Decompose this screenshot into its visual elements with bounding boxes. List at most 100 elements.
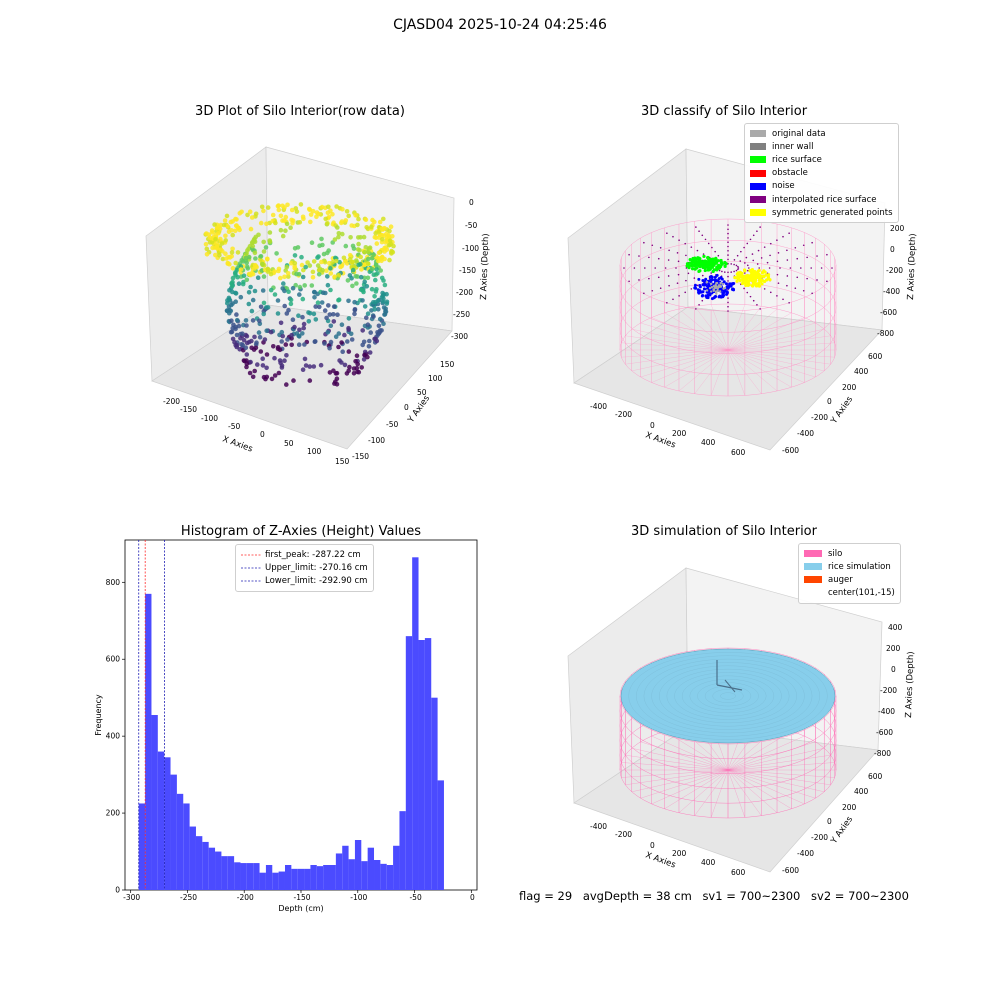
silo-floor-spoke	[694, 724, 729, 771]
noise-point	[716, 283, 720, 287]
panel4-z-tick: -400	[878, 707, 895, 716]
symmetric-point	[750, 276, 754, 280]
scatter-point	[327, 260, 332, 266]
scatter-point	[300, 314, 305, 320]
noise-point	[721, 293, 725, 297]
scatter-point	[265, 269, 271, 274]
scatter-point	[294, 271, 299, 277]
scatter-point	[376, 297, 382, 303]
scatter-point	[323, 205, 328, 211]
scatter-point	[206, 232, 211, 237]
original-point	[714, 290, 718, 293]
scatter-point	[367, 251, 372, 256]
noise-point	[714, 287, 718, 291]
noise-point	[715, 285, 719, 289]
symmetric-point	[757, 272, 761, 277]
symmetric-point	[739, 274, 743, 278]
scatter-point	[218, 222, 224, 228]
scatter-point	[279, 365, 285, 370]
symmetric-point	[746, 280, 750, 284]
scatter-point	[344, 209, 350, 214]
scatter-point	[244, 277, 250, 283]
noise-point	[707, 282, 711, 286]
noise-point	[701, 278, 705, 282]
rice-mesh-ring	[689, 679, 767, 713]
scatter-point	[270, 212, 276, 218]
rice-surface-point	[705, 265, 710, 269]
scatter-point	[368, 265, 373, 271]
silo-floor-spoke	[727, 349, 792, 388]
interpolated-point	[760, 277, 763, 279]
scatter-point	[214, 222, 220, 228]
scatter-point	[241, 358, 247, 363]
scatter-point	[377, 232, 383, 238]
original-point	[717, 285, 720, 289]
interpolated-point	[698, 230, 700, 232]
interpolated-point	[727, 250, 729, 252]
symmetric-point	[749, 276, 753, 280]
original-point	[705, 281, 708, 284]
rice-surface-point	[693, 259, 697, 263]
noise-point	[724, 282, 728, 286]
noise-point	[721, 291, 725, 295]
panel2-silo-wireframe	[619, 218, 837, 397]
symmetric-point	[745, 275, 749, 279]
legend-swatch	[750, 169, 766, 177]
noise-point	[713, 285, 717, 289]
scatter-point	[234, 267, 240, 273]
noise-point	[717, 281, 721, 285]
silo-floor-spoke	[651, 769, 729, 805]
scatter-point	[290, 317, 296, 323]
scatter-point	[306, 206, 312, 212]
noise-point	[706, 286, 710, 290]
rice-surface-point	[693, 267, 697, 271]
interpolated-point	[769, 291, 772, 294]
interpolated-point	[675, 267, 677, 269]
scatter-point	[258, 304, 264, 310]
scatter-point	[360, 288, 366, 293]
rice-surface-point	[708, 262, 712, 267]
rice-surface-point	[688, 257, 692, 262]
scatter-point	[204, 252, 210, 257]
interpolated-point	[685, 279, 687, 282]
interpolated-point	[693, 257, 696, 259]
scatter-point	[235, 266, 240, 271]
scatter-point	[368, 330, 374, 335]
scatter-point	[222, 240, 228, 245]
scatter-point	[279, 339, 285, 344]
histogram-bar	[278, 871, 285, 890]
scatter-point	[331, 220, 336, 225]
rice-surface-point	[719, 261, 723, 265]
rice-surface-point	[709, 264, 714, 268]
scatter-point	[286, 334, 292, 340]
symmetric-point	[746, 280, 750, 284]
scatter-point	[265, 305, 271, 310]
scatter-point	[361, 282, 367, 287]
silo-ring	[619, 303, 837, 397]
scatter-point	[356, 369, 362, 375]
symmetric-point	[745, 280, 750, 285]
symmetric-point	[754, 271, 758, 275]
rice-surface-point	[698, 269, 702, 273]
scatter-point	[216, 250, 222, 255]
symmetric-point	[759, 279, 763, 283]
interpolated-point	[628, 280, 630, 283]
original-point	[717, 285, 721, 288]
scatter-point	[230, 246, 235, 252]
symmetric-point	[751, 284, 755, 288]
scatter-point	[319, 259, 324, 265]
legend-label: noise	[772, 181, 795, 192]
interpolated-point	[759, 226, 761, 228]
scatter-point	[310, 275, 316, 280]
legend-item: interpolated rice surface	[750, 193, 893, 206]
original-point	[718, 290, 722, 293]
interpolated-point	[782, 298, 784, 301]
scatter-point	[358, 262, 363, 268]
scatter-point	[223, 222, 229, 228]
scatter-point	[387, 238, 393, 244]
silo-ring	[619, 706, 837, 804]
rice-mesh-ring	[704, 685, 752, 707]
interpolated-point	[721, 263, 723, 266]
scatter-point	[253, 256, 258, 261]
auger-arm	[716, 684, 743, 691]
